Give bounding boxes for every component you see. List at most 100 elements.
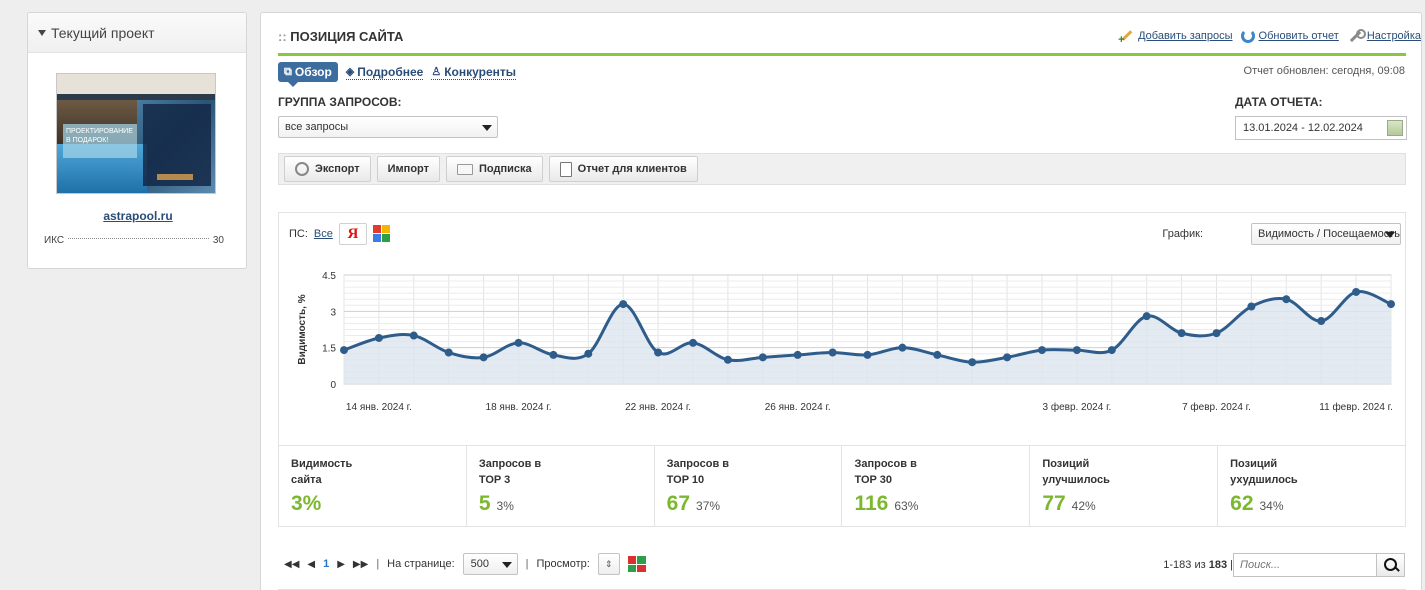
data-point (619, 300, 628, 309)
report-date-label: ДАТА ОТЧЕТА: (1235, 95, 1323, 109)
report-date-input[interactable]: 13.01.2024 - 12.02.2024 (1235, 116, 1407, 140)
current-page[interactable]: 1 (323, 558, 330, 570)
stat-card: Позиций улучшилось 77 42% (1030, 446, 1219, 527)
thumbnail-promo-text: ПРОЕКТИРОВАНИЕ В ПОДАРОК! (63, 124, 137, 158)
data-point (933, 350, 942, 359)
details-icon: ◈ (345, 66, 355, 78)
stat-title: Запросов в TOP 3 (478, 458, 542, 486)
data-point (1177, 329, 1186, 338)
search-icon[interactable] (1376, 554, 1404, 576)
tab-competitors[interactable]: ♙ Конкуренты (431, 64, 517, 80)
add-pencil-icon (1118, 28, 1134, 46)
last-page-icon[interactable]: ▶▶ (352, 558, 369, 570)
first-page-icon[interactable]: ◀◀ (284, 558, 300, 570)
stat-title: Запросов в TOP 30 (854, 458, 917, 486)
graph-type-label: График: (1162, 228, 1203, 240)
data-point (758, 353, 767, 362)
prev-page-icon[interactable]: ◀ (307, 558, 316, 570)
report-updated-text: Отчет обновлен: сегодня, 09:08 (1243, 65, 1405, 77)
data-point (1247, 302, 1256, 311)
search-box (1233, 553, 1405, 577)
data-point (828, 348, 837, 357)
search-input[interactable] (1234, 559, 1374, 571)
stat-card: Запросов в TOP 10 67 37% (655, 446, 843, 527)
stat-value: 116 (854, 492, 889, 515)
tab-details[interactable]: ◈ Подробнее (345, 64, 424, 80)
x-tick-label: 26 янв. 2024 г. (765, 402, 831, 413)
title-divider (278, 53, 1406, 56)
data-point (898, 343, 907, 352)
stat-card: Видимость сайта 3% (279, 446, 467, 527)
yandex-icon[interactable]: Я (338, 223, 367, 245)
data-point (723, 355, 732, 364)
stat-percent: 42% (1071, 499, 1096, 513)
data-point (444, 348, 453, 357)
export-button[interactable]: Экспорт (284, 156, 371, 182)
stat-value: 62 (1230, 492, 1254, 515)
tab-overview[interactable]: ⧉ Обзор (278, 62, 338, 87)
x-tick-label: 22 янв. 2024 г. (625, 402, 691, 413)
ps-all-link[interactable]: Все (313, 228, 333, 240)
view-toggle-button[interactable]: ⇕ (597, 553, 620, 575)
current-project-header[interactable]: Текущий проект (28, 13, 246, 53)
settings-link[interactable]: Настройка (1347, 28, 1421, 44)
data-point (1038, 346, 1046, 355)
client-report-button[interactable]: Отчет для клиентов (548, 156, 698, 182)
google-icon[interactable] (372, 225, 391, 243)
stat-title: Запросов в TOP 10 (666, 458, 730, 486)
calendar-icon[interactable] (1387, 120, 1403, 136)
stat-value: 77 (1042, 492, 1066, 515)
view-label: Просмотр: (536, 558, 590, 570)
refresh-report-link[interactable]: Обновить отчет (1240, 28, 1339, 44)
collapse-triangle-icon[interactable] (38, 29, 46, 36)
stat-percent: 37% (696, 499, 721, 513)
iks-value: 30 (212, 235, 224, 246)
pagination: ◀◀ ◀ 1 ▶ ▶▶ | На странице: 500 | Просмот… (284, 553, 646, 575)
action-toolbar: Экспорт Импорт Подписка Отчет для клиент… (278, 153, 1406, 185)
current-project-title: Текущий проект (51, 24, 155, 41)
x-tick-label: 14 янв. 2024 г. (346, 402, 412, 413)
data-point (1142, 312, 1151, 321)
stat-value: 3% (291, 492, 322, 515)
y-tick-label: 3 (330, 307, 336, 318)
user-icon: ♙ (431, 66, 442, 78)
stat-percent: 34% (1259, 499, 1284, 513)
y-tick-label: 0 (330, 380, 336, 391)
data-point (793, 350, 802, 359)
x-tick-label: 3 февр. 2024 г. (1043, 401, 1112, 413)
data-point (1317, 317, 1326, 326)
search-engine-filter: ПС: Все Я (289, 223, 391, 245)
report-tabs: ⧉ Обзор ◈ Подробнее ♙ Конкуренты (278, 62, 517, 87)
header-links: Добавить запросы Обновить отчет Настройк… (1118, 28, 1421, 46)
site-thumbnail[interactable]: ПРОЕКТИРОВАНИЕ В ПОДАРОК! (56, 73, 216, 194)
visibility-chart-panel: ПС: Все Я График: Видимость / Посещаемос… (278, 212, 1406, 527)
dropdown-arrow-icon (482, 125, 492, 131)
page-title: :: ПОЗИЦИЯ САЙТА (278, 29, 404, 44)
data-point (863, 350, 872, 359)
query-group-select[interactable]: все запросы (278, 116, 498, 138)
view-grid-icon[interactable] (627, 556, 646, 572)
data-point (340, 346, 348, 355)
query-group-label: ГРУППА ЗАПРОСОВ: (278, 95, 402, 109)
dropdown-arrow-icon (501, 562, 512, 568)
data-point (374, 333, 383, 342)
y-tick-label: 1.5 (322, 344, 336, 355)
series-area (344, 291, 1391, 384)
iks-label: ИКС (44, 235, 65, 246)
per-page-select[interactable]: 500 (462, 553, 518, 575)
refresh-icon (1240, 29, 1255, 43)
per-page-label: На странице: (387, 558, 455, 570)
document-icon (559, 161, 572, 177)
iks-row: ИКС 30 (44, 235, 224, 246)
import-button[interactable]: Импорт (376, 156, 441, 182)
data-point (584, 349, 593, 358)
data-point (1387, 300, 1395, 309)
data-point (1212, 329, 1221, 338)
sort-arrows-icon: ⇕ (605, 558, 613, 569)
site-link[interactable]: astrapool.ru (103, 209, 173, 223)
next-page-icon[interactable]: ▶ (337, 558, 345, 570)
graph-type-select[interactable]: Видимость / Посещаемость (1251, 223, 1401, 245)
add-queries-link[interactable]: Добавить запросы (1118, 28, 1232, 46)
subscribe-button[interactable]: Подписка (446, 156, 543, 182)
current-project-panel: Текущий проект ПРОЕКТИРОВАНИЕ В ПОДАРОК!… (27, 12, 247, 269)
